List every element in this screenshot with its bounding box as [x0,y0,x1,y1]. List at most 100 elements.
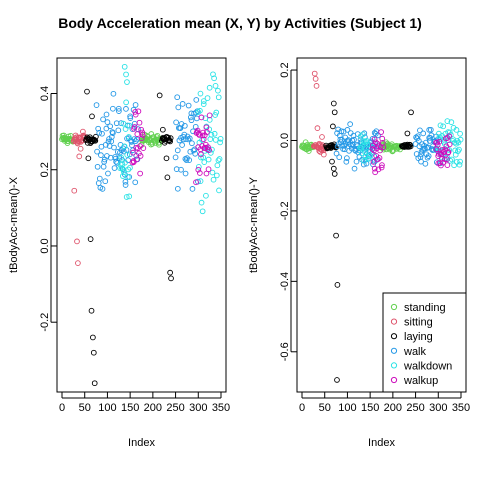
data-point-sitting [316,148,323,154]
data-point-walkdown [457,130,463,137]
data-point-walk [413,134,419,141]
data-point-walk [110,130,116,136]
data-point-walkup [204,129,210,135]
data-point-laying [168,275,174,282]
data-point-walkdown [197,90,204,97]
data-point-walkdown [453,127,460,133]
y-tick-label: -0.4 [279,272,291,291]
legend-label-walkup: walkup [403,375,438,387]
data-point-standing [148,141,154,148]
data-point-walk [122,182,129,188]
data-point-laying [333,232,339,239]
data-point-walkup [370,159,377,165]
data-point-sitting [322,145,329,152]
data-point-sitting [313,83,320,89]
data-point-walk [174,147,181,154]
data-point-walkup [377,147,383,154]
data-point-walkup [444,162,451,168]
data-point-walk [96,129,103,136]
data-point-walkup [378,129,384,135]
data-point-walkup [195,166,202,173]
data-point-walk [187,114,194,121]
data-point-laying [167,138,173,145]
data-point-walk [188,117,195,124]
data-point-walkdown [126,134,132,140]
data-point-laying [334,282,341,288]
data-point-walk [101,158,108,165]
data-point-walk [114,159,121,166]
data-point-walkdown [127,164,133,171]
data-point-walkdown [200,101,207,108]
data-point-walkdown [124,174,131,180]
data-point-walk [336,154,343,161]
chart-title: Body Acceleration mean (X, Y) by Activit… [58,15,422,31]
data-point-walk [113,158,120,165]
data-point-walk [94,163,101,170]
data-point-walk [189,186,196,192]
x-tick-label: 150 [121,402,139,414]
data-point-walkdown [457,158,463,165]
data-point-walk [418,158,424,165]
legend-marker-walkup [390,376,398,384]
data-point-walkup [198,151,204,158]
data-point-laying [331,109,338,116]
data-point-walkup [199,132,206,139]
legend-label-sitting: sitting [404,317,433,329]
data-point-walk [194,108,201,115]
data-point-standing [383,139,389,146]
data-point-walk [338,128,345,135]
data-point-walkdown [123,194,130,200]
legend-marker-walkdown [390,362,398,369]
x-tick-label: 300 [429,402,447,414]
legend-label-walk: walk [403,346,427,358]
data-point-walk [99,130,105,137]
data-point-walk [189,140,195,147]
data-point-walkdown [213,109,220,116]
data-point-walkdown [210,71,216,78]
data-point-walk [118,120,124,126]
plot-frame [56,57,227,393]
data-point-walk [417,127,423,134]
data-point-walkup [378,164,385,171]
data-point-walkup [205,144,211,151]
data-point-laying [329,158,335,165]
y-tick-label: -0.2 [39,313,51,332]
data-point-standing [305,148,312,154]
x-tick-label: 100 [98,402,116,414]
data-point-walk [173,119,179,126]
y-tick-label: 0.2 [39,162,51,177]
data-point-sitting [319,134,325,140]
data-point-walkup [444,156,450,163]
data-point-walk [172,154,179,161]
data-point-laying [330,100,337,107]
data-point-walkdown [451,139,458,146]
data-point-walkup [136,119,143,126]
data-point-laying [334,377,340,383]
data-point-walk [179,101,186,107]
data-point-walk [369,136,376,142]
data-point-walk [193,97,200,103]
data-point-walkup [135,108,142,115]
data-point-walk [192,150,199,157]
data-point-walkdown [216,156,223,162]
data-point-walk [102,178,109,185]
data-point-walk [360,161,367,168]
data-point-walkdown [437,122,444,129]
data-point-walkdown [364,141,371,148]
data-point-walk [123,106,129,112]
data-point-sitting [76,153,83,160]
x-tick-label: 50 [79,402,91,414]
data-point-walkdown [203,192,209,199]
data-point-walk [93,102,100,108]
data-point-walkup [376,155,383,161]
data-point-laying [91,380,98,387]
data-point-walk [344,155,350,161]
x-tick-label: 0 [299,402,305,414]
data-point-walkup [206,147,212,154]
y-tick-label: 0.4 [39,86,51,101]
data-point-walkup [200,136,207,143]
data-point-walkdown [440,123,447,130]
data-point-walkdown [447,131,454,138]
data-point-walkdown [120,166,127,173]
data-point-walkdown [456,146,462,153]
